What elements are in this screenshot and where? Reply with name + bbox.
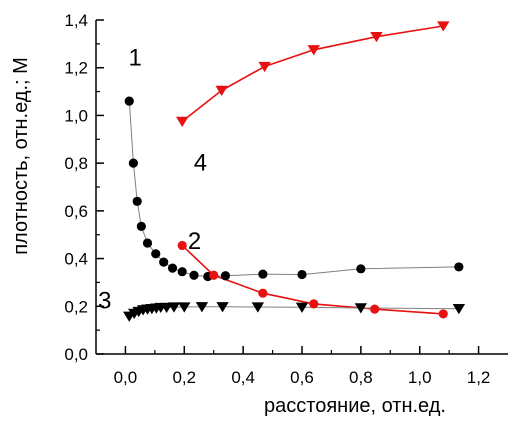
y-tick-label: 1,4 bbox=[64, 11, 88, 30]
y-axis-title: плотность, отн.ед.; М bbox=[10, 57, 32, 255]
series-3-point bbox=[167, 302, 181, 313]
series-2-point bbox=[258, 288, 268, 298]
series-markers bbox=[123, 21, 466, 322]
y-tick-label: 0,0 bbox=[64, 345, 88, 364]
x-tick-label: 0,0 bbox=[114, 368, 138, 387]
series-2-point bbox=[209, 270, 219, 280]
y-tick-label: 1,0 bbox=[64, 106, 88, 125]
series-1-point bbox=[356, 264, 366, 274]
series-1-point bbox=[167, 263, 178, 273]
series-labels: 1 2 3 4 bbox=[98, 44, 207, 314]
series-3-point bbox=[295, 302, 309, 313]
series-1-point bbox=[159, 257, 169, 267]
series-1-point bbox=[128, 158, 138, 168]
series-4-point bbox=[437, 21, 450, 32]
series-3-label: 3 bbox=[98, 288, 111, 315]
series-1-point bbox=[142, 238, 153, 248]
x-tick-label: 0,2 bbox=[172, 368, 196, 387]
y-tick-label: 0,2 bbox=[64, 297, 88, 316]
x-tick-label: 1,2 bbox=[467, 368, 491, 387]
series-1-point bbox=[124, 96, 134, 106]
series-1-point bbox=[177, 267, 187, 277]
series-1-point bbox=[132, 196, 142, 206]
series-3-point bbox=[178, 302, 191, 313]
series-1-point bbox=[220, 271, 231, 281]
series-3-point bbox=[354, 303, 368, 314]
x-tick-label: 0,6 bbox=[290, 368, 314, 387]
series-2-point bbox=[370, 304, 380, 314]
series-1-point bbox=[151, 249, 161, 259]
series-2-point bbox=[309, 299, 319, 309]
series-1-point bbox=[258, 269, 268, 279]
y-tick-label: 1,2 bbox=[64, 59, 88, 78]
series-4-point bbox=[370, 32, 383, 43]
series-2-point bbox=[438, 309, 448, 319]
series-4-line bbox=[181, 25, 444, 123]
y-tick-label: 0,6 bbox=[64, 202, 88, 221]
series-3-point bbox=[452, 304, 466, 315]
y-tick-label: 0,4 bbox=[64, 250, 88, 269]
series-3-point bbox=[195, 302, 209, 313]
series-4-point bbox=[307, 45, 320, 56]
series-3-point bbox=[216, 302, 229, 313]
axes: 0,0 0,2 0,4 0,6 0,8 1,0 1,2 1,4 0,0 0,2 0,4 0,6 0,8 1… bbox=[64, 11, 508, 387]
series-4-point bbox=[258, 61, 271, 73]
series-4-label: 4 bbox=[194, 149, 207, 176]
x-axis-title: расстояние, отн.ед. bbox=[264, 395, 446, 417]
x-tick-label: 0,4 bbox=[231, 368, 255, 387]
y-tick-label: 0,8 bbox=[64, 154, 88, 173]
series-2-label: 2 bbox=[188, 228, 201, 255]
x-tick-label: 0,8 bbox=[349, 368, 373, 387]
series-1-point bbox=[136, 221, 146, 231]
series-1-line bbox=[128, 101, 459, 278]
series-1-point bbox=[454, 262, 464, 272]
series-1-point bbox=[297, 269, 307, 280]
x-tick-label: 1,0 bbox=[408, 368, 432, 387]
series-1-label: 1 bbox=[128, 44, 141, 71]
series-4-point bbox=[176, 116, 189, 127]
series-2-line bbox=[181, 244, 444, 315]
series-4-point bbox=[215, 85, 228, 96]
series-1-point bbox=[189, 270, 199, 280]
series-3-point bbox=[251, 302, 265, 313]
series-2-point bbox=[177, 240, 187, 251]
